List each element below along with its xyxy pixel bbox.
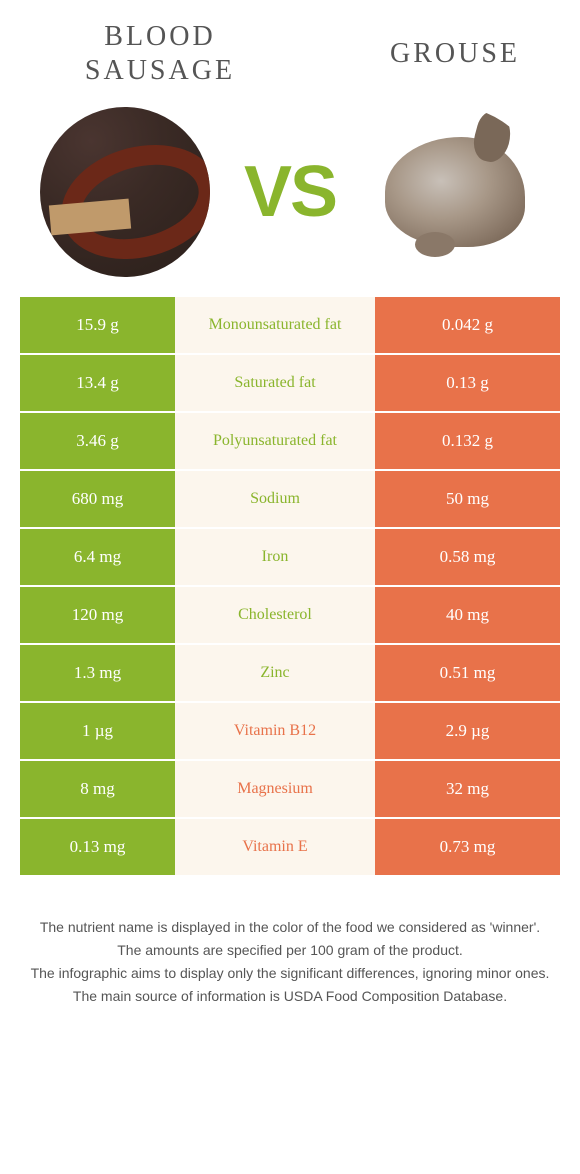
- table-row: 13.4 gSaturated fat0.13 g: [20, 355, 560, 411]
- nutrient-label: Vitamin B12: [175, 703, 375, 759]
- nutrient-label: Saturated fat: [175, 355, 375, 411]
- footer-line: The main source of information is USDA F…: [30, 986, 550, 1007]
- right-value: 50 mg: [375, 471, 560, 527]
- right-value: 0.042 g: [375, 297, 560, 353]
- right-value: 40 mg: [375, 587, 560, 643]
- nutrient-label: Vitamin E: [175, 819, 375, 875]
- left-value: 3.46 g: [20, 413, 175, 469]
- table-row: 3.46 gPolyunsaturated fat0.132 g: [20, 413, 560, 469]
- vs-label: VS: [244, 151, 336, 233]
- right-value: 0.58 mg: [375, 529, 560, 585]
- right-value: 0.51 mg: [375, 645, 560, 701]
- table-row: 1 µgVitamin B122.9 µg: [20, 703, 560, 759]
- left-value: 1 µg: [20, 703, 175, 759]
- right-value: 0.13 g: [375, 355, 560, 411]
- nutrient-label: Zinc: [175, 645, 375, 701]
- left-value: 120 mg: [20, 587, 175, 643]
- footer-line: The nutrient name is displayed in the co…: [30, 917, 550, 938]
- table-row: 680 mgSodium50 mg: [20, 471, 560, 527]
- nutrient-label: Monounsaturated fat: [175, 297, 375, 353]
- table-row: 8 mgMagnesium32 mg: [20, 761, 560, 817]
- left-value: 8 mg: [20, 761, 175, 817]
- nutrient-label: Sodium: [175, 471, 375, 527]
- table-row: 15.9 gMonounsaturated fat0.042 g: [20, 297, 560, 353]
- header: BLOOD SAUSAGE GROUSE: [0, 0, 580, 97]
- left-value: 6.4 mg: [20, 529, 175, 585]
- table-row: 120 mgCholesterol40 mg: [20, 587, 560, 643]
- table-row: 6.4 mgIron0.58 mg: [20, 529, 560, 585]
- left-value: 1.3 mg: [20, 645, 175, 701]
- food-left-title: BLOOD SAUSAGE: [60, 20, 260, 87]
- nutrient-label: Iron: [175, 529, 375, 585]
- left-value: 15.9 g: [20, 297, 175, 353]
- table-row: 0.13 mgVitamin E0.73 mg: [20, 819, 560, 875]
- table-row: 1.3 mgZinc0.51 mg: [20, 645, 560, 701]
- food-right-title: GROUSE: [320, 37, 520, 71]
- nutrient-label: Cholesterol: [175, 587, 375, 643]
- nutrient-label: Polyunsaturated fat: [175, 413, 375, 469]
- right-value: 0.132 g: [375, 413, 560, 469]
- comparison-table: 15.9 gMonounsaturated fat0.042 g13.4 gSa…: [0, 297, 580, 875]
- left-value: 13.4 g: [20, 355, 175, 411]
- food-right-image: [370, 107, 540, 277]
- footer-line: The infographic aims to display only the…: [30, 963, 550, 984]
- right-value: 2.9 µg: [375, 703, 560, 759]
- food-left-image: [40, 107, 210, 277]
- left-value: 0.13 mg: [20, 819, 175, 875]
- right-value: 32 mg: [375, 761, 560, 817]
- footer-notes: The nutrient name is displayed in the co…: [0, 877, 580, 1007]
- footer-line: The amounts are specified per 100 gram o…: [30, 940, 550, 961]
- right-value: 0.73 mg: [375, 819, 560, 875]
- grouse-shape: [385, 137, 525, 247]
- nutrient-label: Magnesium: [175, 761, 375, 817]
- images-row: VS: [0, 97, 580, 297]
- left-value: 680 mg: [20, 471, 175, 527]
